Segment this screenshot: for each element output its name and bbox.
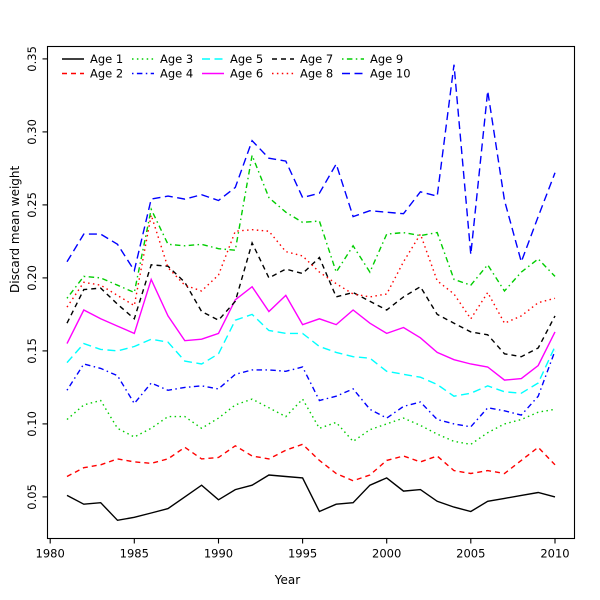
series-line-age-3 bbox=[66, 397, 556, 446]
legend-label-age-8: Age 8 bbox=[300, 67, 333, 81]
x-tick-label: 1985 bbox=[120, 547, 149, 561]
y-tick-label: 0.15 bbox=[25, 338, 39, 364]
series-line-age-8 bbox=[66, 214, 556, 325]
y-tick-label: 0.05 bbox=[25, 484, 39, 510]
legend-label-age-6: Age 6 bbox=[230, 67, 263, 81]
x-tick-label: 1980 bbox=[36, 547, 65, 561]
x-tick-label: 1990 bbox=[204, 547, 233, 561]
legend-label-age-4: Age 4 bbox=[160, 67, 193, 81]
y-tick-label: 0.25 bbox=[25, 192, 39, 218]
legend-label-age-10: Age 10 bbox=[370, 67, 411, 81]
x-axis-title: Year bbox=[274, 573, 301, 587]
y-axis-title: Discard mean weight bbox=[8, 165, 22, 293]
legend-label-age-7: Age 7 bbox=[300, 52, 333, 66]
x-tick-label: 2010 bbox=[540, 547, 569, 561]
series-line-age-1 bbox=[66, 474, 556, 522]
x-tick-label: 1995 bbox=[288, 547, 317, 561]
series-line-age-2 bbox=[66, 443, 556, 482]
series-line-age-9 bbox=[66, 152, 556, 299]
series-line-age-5 bbox=[66, 313, 556, 397]
y-tick-label: 0.20 bbox=[25, 265, 39, 291]
legend-label-age-9: Age 9 bbox=[370, 52, 403, 66]
y-tick-label: 0.35 bbox=[25, 46, 39, 72]
legend-label-age-2: Age 2 bbox=[90, 67, 123, 81]
x-tick-label: 2005 bbox=[456, 547, 485, 561]
series-line-age-10 bbox=[66, 64, 556, 273]
y-tick-label: 0.10 bbox=[25, 411, 39, 437]
plot-box bbox=[46, 45, 576, 540]
legend-label-age-1: Age 1 bbox=[90, 52, 123, 66]
series-line-age-7 bbox=[66, 240, 556, 358]
y-tick-label: 0.30 bbox=[25, 119, 39, 145]
x-tick-label: 2000 bbox=[372, 547, 401, 561]
series-line-age-6 bbox=[66, 277, 556, 381]
legend-label-age-3: Age 3 bbox=[160, 52, 193, 66]
legend-label-age-5: Age 5 bbox=[230, 52, 263, 66]
series-line-age-4 bbox=[66, 350, 556, 428]
